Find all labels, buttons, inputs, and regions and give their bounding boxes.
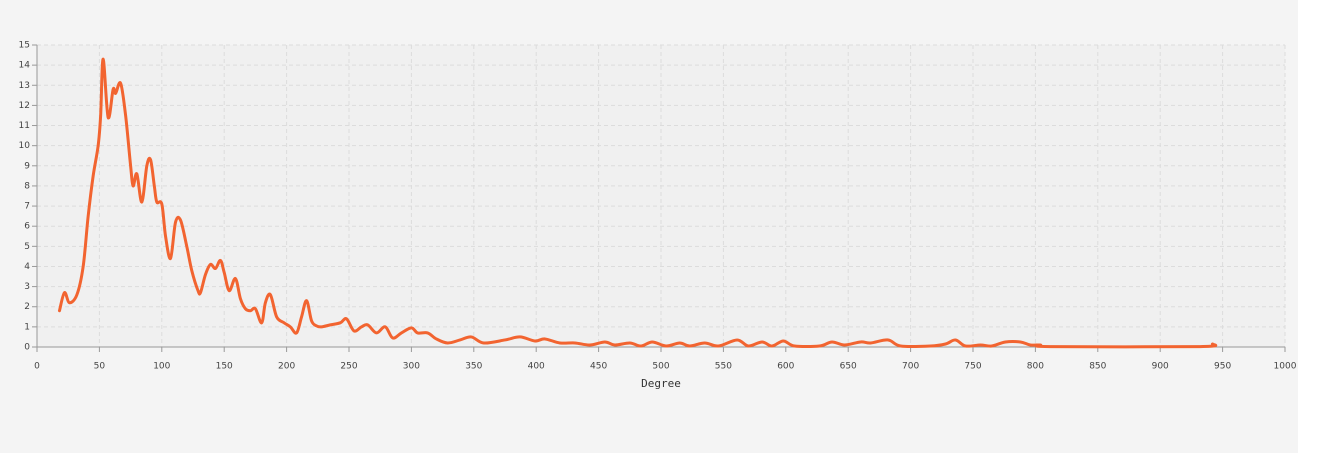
x-tick-label: 450 (590, 362, 607, 372)
x-tick-label: 550 (715, 362, 732, 372)
chart-panel: Degree 0 1 2 3 4 5 6 7 8 9 10 11 12 13 14 15 0 50 100 150 20… (0, 0, 1298, 453)
x-tick-label: 100 (153, 362, 170, 372)
y-tick-label: 3 (24, 282, 30, 292)
y-tick-label: 0 (24, 343, 30, 353)
x-tick-label: 850 (1089, 362, 1106, 372)
y-tick-label: 6 (24, 222, 30, 232)
x-tick-label: 50 (94, 362, 106, 372)
line-series (57, 57, 1218, 349)
y-tick-label: 4 (24, 262, 30, 272)
y-tick-label: 11 (19, 121, 30, 131)
x-tick-label: 200 (278, 362, 295, 372)
x-tick-label: 350 (465, 362, 482, 372)
x-axis-title: Degree (641, 377, 681, 390)
x-tick-label: 1000 (1274, 362, 1297, 372)
y-tick-label: 13 (19, 81, 30, 91)
x-tick-label: 700 (902, 362, 919, 372)
y-tick-label: 8 (24, 181, 30, 191)
x-tick-label: 750 (964, 362, 981, 372)
x-tick-label: 950 (1214, 362, 1231, 372)
y-tick-label: 5 (24, 242, 30, 252)
y-tick-label: 12 (19, 101, 30, 111)
x-tick-label: 0 (34, 362, 40, 372)
y-tick-label: 10 (19, 141, 31, 151)
y-tick-label: 9 (24, 161, 30, 171)
y-tick-label: 2 (24, 302, 30, 312)
x-tick-label: 250 (340, 362, 357, 372)
x-tick-label: 300 (403, 362, 420, 372)
y-tick-label: 7 (24, 202, 30, 212)
x-tick-label: 150 (216, 362, 233, 372)
x-tick-label: 900 (1152, 362, 1169, 372)
y-tick-label: 14 (19, 61, 31, 71)
x-tick-label: 500 (652, 362, 669, 372)
x-tick-label: 650 (840, 362, 857, 372)
y-tick-label: 1 (24, 322, 30, 332)
x-tick-label: 400 (528, 362, 545, 372)
x-tick-label: 800 (1027, 362, 1044, 372)
y-tick-label: 15 (19, 41, 30, 51)
x-tick-label: 600 (777, 362, 794, 372)
